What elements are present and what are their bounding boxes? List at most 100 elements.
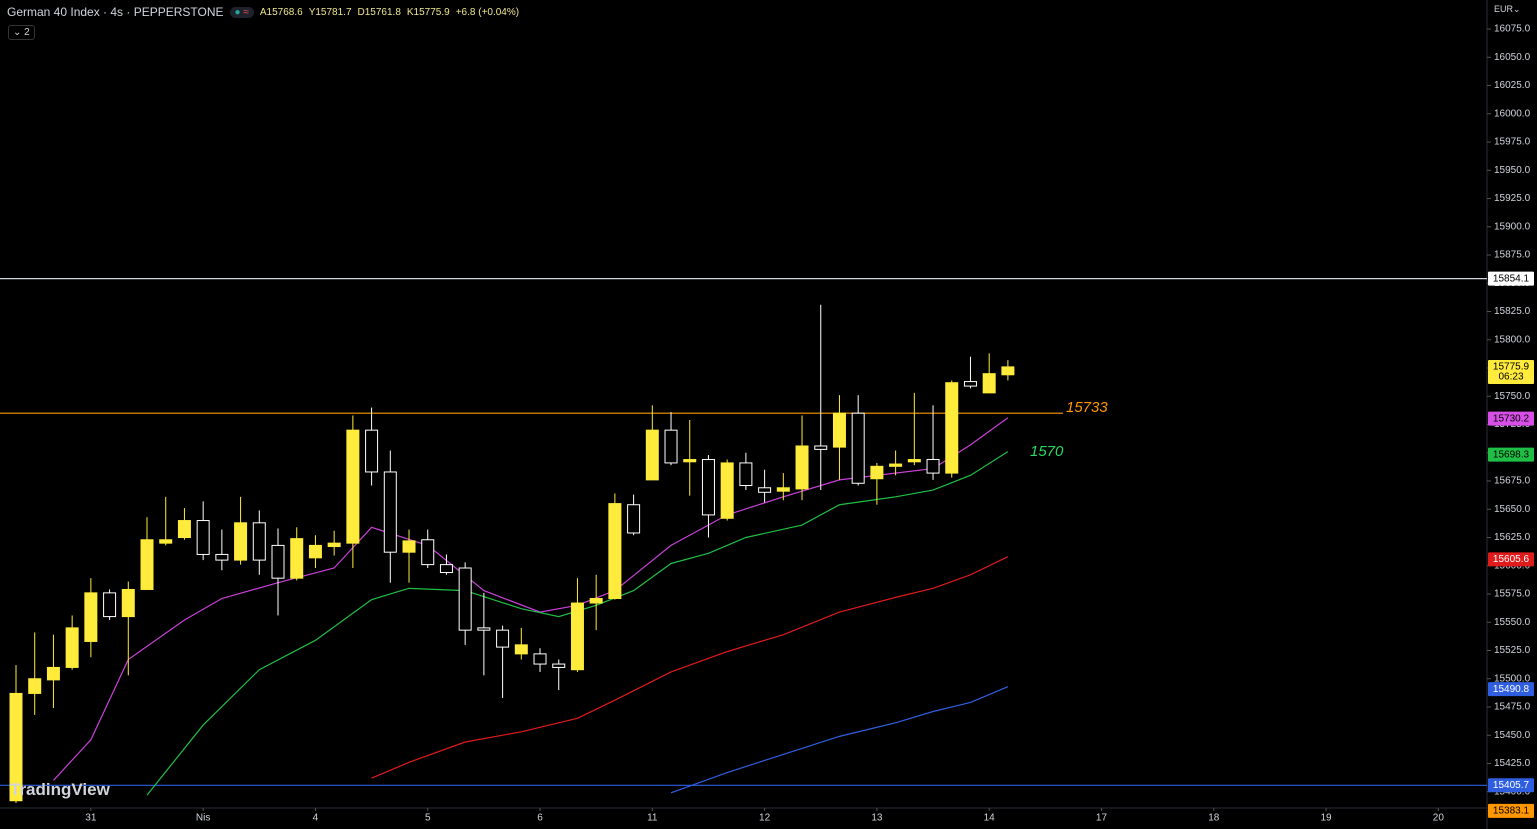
candle-body	[739, 462, 753, 487]
candle-body	[514, 644, 528, 655]
candle-body	[683, 459, 697, 463]
candle-body	[477, 627, 491, 631]
price-label	[1488, 271, 1534, 286]
x-tick-label: 19	[1320, 813, 1332, 824]
currency-label: EUR	[1494, 4, 1514, 14]
candle-body	[814, 445, 828, 450]
candle-body	[870, 465, 884, 480]
candle-body	[271, 544, 285, 579]
candle-body	[365, 429, 379, 473]
candle-body	[458, 567, 472, 631]
x-tick-label: 11	[647, 813, 658, 824]
x-tick-label: 14	[984, 813, 996, 824]
y-tick-label: 15675.0	[1494, 476, 1531, 487]
y-tick-label: 15650.0	[1494, 504, 1531, 515]
y-tick-label: 16000.0	[1494, 108, 1531, 119]
candle-body	[926, 459, 940, 474]
price-label	[1488, 411, 1534, 426]
indicator-count: 2	[24, 27, 30, 38]
currency[interactable]: EUR⌄	[1494, 4, 1521, 14]
x-tick-label: 6	[537, 813, 543, 824]
candle-body	[252, 522, 266, 561]
candle-body	[196, 520, 210, 555]
logo: TradingView	[10, 780, 110, 800]
candle-body	[1001, 366, 1015, 376]
candle-body	[308, 544, 322, 559]
candle-body	[552, 663, 566, 668]
y-tick-label: 16075.0	[1494, 24, 1531, 35]
price-label-text: 15775.9	[1493, 362, 1530, 373]
candle-body	[177, 520, 191, 538]
countdown: 06:23	[1498, 372, 1523, 383]
x-tick-label: 5	[425, 813, 431, 824]
candle-body	[496, 629, 510, 648]
candle-body	[159, 539, 173, 544]
candle-body	[290, 538, 304, 579]
candle-body	[84, 592, 98, 642]
candle-body	[963, 381, 977, 387]
candle-body	[889, 463, 903, 467]
ohlc: K15775.9	[406, 6, 450, 18]
x-tick-label: 4	[313, 813, 319, 824]
candle-body	[664, 429, 678, 464]
y-tick-label: 15825.0	[1494, 306, 1531, 317]
candle-body	[570, 602, 584, 671]
moving-average	[670, 686, 1009, 794]
y-tick-label: 16025.0	[1494, 80, 1531, 91]
candle-body	[103, 592, 117, 618]
x-tick-label: 13	[871, 813, 883, 824]
logo-text: TradingView	[10, 780, 110, 799]
candle-body	[533, 653, 547, 665]
y-tick-label: 15575.0	[1494, 589, 1531, 600]
candle-body	[701, 459, 715, 516]
candle-body	[776, 487, 790, 492]
x-tick-label: 20	[1433, 813, 1445, 824]
moving-average	[52, 417, 1009, 781]
candle-body	[234, 522, 248, 561]
ohlc: +6.8 (+0.04%)	[455, 6, 520, 18]
symbol: German 40 Index · 4s · PEPPERSTONE	[7, 5, 224, 19]
x-tick-label: 17	[1096, 813, 1108, 824]
candle-body	[28, 678, 42, 694]
indicator-toggle[interactable]: ⌄ 2	[8, 25, 35, 40]
candle-body	[439, 564, 453, 574]
y-tick-label: 15500.0	[1494, 673, 1531, 684]
y-tick-label: 16050.0	[1494, 52, 1531, 63]
ohlc: D15761.8	[357, 6, 401, 18]
candle-body	[720, 462, 734, 519]
candle-body	[421, 539, 435, 566]
candle-body	[327, 542, 341, 548]
y-tick-label: 15975.0	[1494, 137, 1531, 148]
candle-body	[65, 627, 79, 668]
y-tick-label: 15625.0	[1494, 532, 1531, 543]
y-tick-label: 15950.0	[1494, 165, 1531, 176]
candle-body	[140, 539, 154, 590]
price-label-text: 15490.8	[1493, 684, 1530, 695]
price-label	[1488, 682, 1534, 697]
x-tick-label: Nis	[196, 813, 210, 824]
y-tick-label: 15525.0	[1494, 645, 1531, 656]
candle-body	[589, 598, 603, 604]
y-tick-label: 15425.0	[1494, 758, 1531, 769]
price-label	[1488, 359, 1534, 384]
y-tick-label: 15875.0	[1494, 250, 1531, 261]
candle-body	[795, 445, 809, 490]
price-label-text: 15854.1	[1493, 273, 1530, 284]
price-label-text: 15730.2	[1493, 413, 1530, 424]
price-label-text: 15605.6	[1493, 554, 1530, 565]
candle-body	[46, 666, 60, 681]
candle-body	[758, 487, 772, 493]
price-label-text: 15383.1	[1493, 805, 1530, 816]
price-label-text: 15405.7	[1493, 780, 1530, 791]
plot	[0, 278, 1487, 804]
y-tick-label: 15925.0	[1494, 193, 1531, 204]
x-tick-label: 18	[1208, 813, 1220, 824]
x-tick-label: 12	[759, 813, 771, 824]
price-label	[1488, 778, 1534, 793]
y-tick-label: 15475.0	[1494, 702, 1531, 713]
price-label	[1488, 447, 1534, 462]
candle-body	[121, 588, 135, 618]
y-tick-label: 15800.0	[1494, 334, 1531, 345]
